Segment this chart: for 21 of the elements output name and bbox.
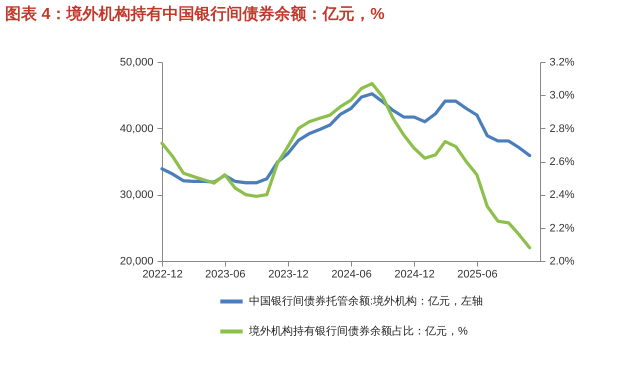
x-tick-label: 2023-06 — [205, 268, 246, 280]
y2-tick-label: 2.6% — [550, 156, 575, 168]
y-tick-label: 50,000 — [120, 56, 154, 68]
y-tick-label: 30,000 — [120, 189, 154, 202]
x-tick-label: 2022-12 — [142, 268, 183, 280]
x-tick-label: 2025-06 — [457, 268, 498, 280]
y2-tick-label: 2.8% — [550, 122, 575, 135]
legend-label: 中国银行间债券托管余额:境外机构：亿元，左轴 — [249, 294, 484, 308]
y2-tick-label: 2.4% — [550, 189, 575, 202]
y-tick-label: 20,000 — [120, 256, 154, 268]
y2-tick-label: 3.0% — [550, 90, 575, 102]
line-series — [160, 82, 532, 250]
x-tick-label: 2024-06 — [331, 268, 372, 280]
y2-tick-label: 2.0% — [550, 256, 575, 268]
y2-tick-label: 3.2% — [550, 56, 575, 68]
legend-label: 境外机构持有银行间债券余额占比：亿元，% — [248, 324, 468, 338]
x-tick-label: 2023-12 — [268, 268, 309, 280]
y-tick-label: 40,000 — [120, 122, 154, 135]
chart-title: 图表 4：境外机构持有中国银行间债券余额：亿元，% — [5, 4, 385, 23]
y2-tick-label: 2.2% — [550, 222, 575, 234]
x-tick-label: 2024-12 — [394, 268, 435, 280]
